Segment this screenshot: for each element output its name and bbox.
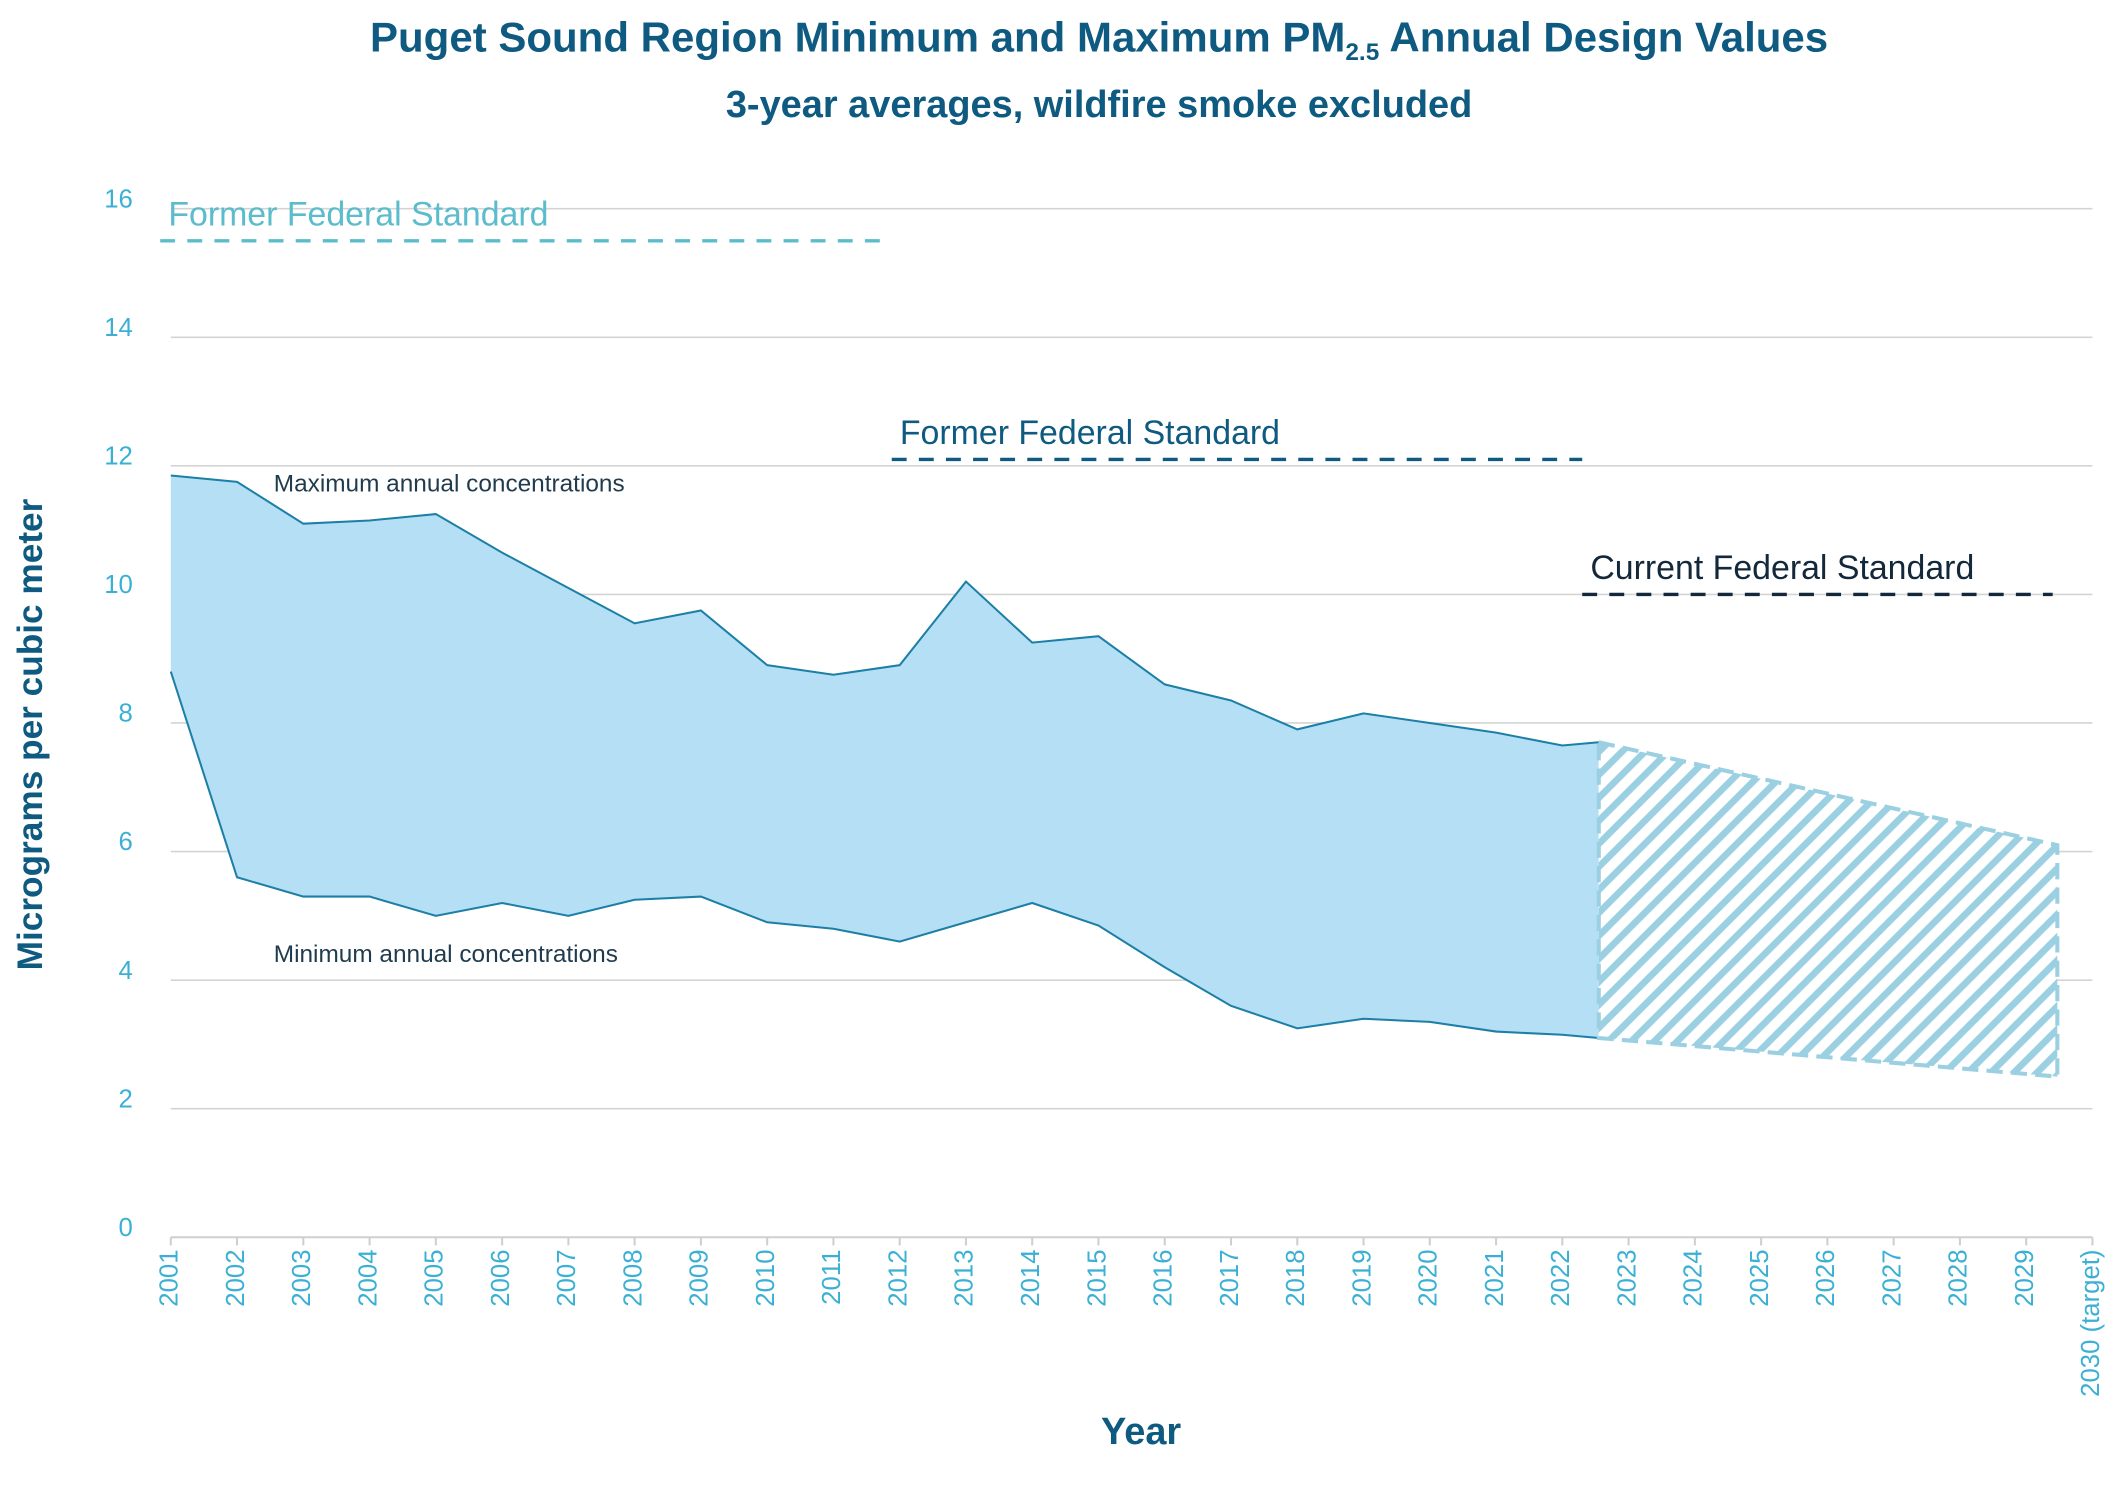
x-tick-label: 2022 xyxy=(1547,1249,1575,1306)
x-tick-label: 2015 xyxy=(1083,1249,1111,1306)
x-tick-label: 2025 xyxy=(1746,1249,1774,1306)
x-tick-label: 2024 xyxy=(1680,1249,1708,1306)
y-tick-label: 8 xyxy=(119,700,133,728)
title-subscript: 2.5 xyxy=(1345,40,1379,67)
x-tick-label: 2019 xyxy=(1348,1249,1376,1306)
x-tick-label: 2023 xyxy=(1613,1249,1641,1306)
y-tick-label: 0 xyxy=(119,1214,133,1242)
x-tick-label: 2021 xyxy=(1481,1249,1509,1306)
x-tick-label: 2028 xyxy=(1945,1249,1973,1306)
series-annotation: Maximum annual concentrations xyxy=(274,471,625,498)
x-tick-label: 2008 xyxy=(619,1249,647,1306)
title-rest: Annual Design Values xyxy=(1379,14,1828,61)
series-line xyxy=(169,671,1599,1040)
y-axis-label: Micrograms per cubic meter xyxy=(11,498,50,970)
x-tick-label: 2030 (target) xyxy=(2077,1249,2105,1396)
x-tick-label: 2014 xyxy=(1017,1249,1045,1306)
y-tick-label: 2 xyxy=(119,1085,133,1113)
x-axis-label: Year xyxy=(1101,1411,1181,1453)
y-tick-label: 12 xyxy=(104,443,133,471)
x-tick-label: 2018 xyxy=(1282,1249,1310,1306)
x-tick-label: 2004 xyxy=(354,1249,382,1306)
x-tick-label: 2002 xyxy=(222,1249,250,1306)
reference-label: Former Federal Standard xyxy=(900,414,1280,452)
x-tick-label: 2010 xyxy=(752,1249,780,1306)
x-tick-label: 2029 xyxy=(2011,1249,2039,1306)
x-tick-label: 2027 xyxy=(1878,1249,1906,1306)
y-tick-label: 4 xyxy=(119,957,133,985)
chart-title: Puget Sound Region Minimum and Maximum P… xyxy=(370,14,1828,67)
x-tick-label: 2020 xyxy=(1415,1249,1443,1306)
x-tick-label: 2026 xyxy=(1812,1249,1840,1306)
y-tick-label: 10 xyxy=(104,571,133,599)
band-area xyxy=(170,475,1599,1038)
x-tick-label: 2012 xyxy=(884,1249,912,1306)
y-tick-label: 6 xyxy=(119,828,133,856)
x-tick-label: 2006 xyxy=(487,1249,515,1306)
x-tick-label: 2009 xyxy=(686,1249,714,1306)
reference-label: Former Federal Standard xyxy=(168,195,548,233)
x-tick-label: 2001 xyxy=(156,1249,184,1306)
x-tick-label: 2007 xyxy=(553,1249,581,1306)
x-tick-label: 2003 xyxy=(288,1249,316,1306)
series-annotation: Minimum annual concentrations xyxy=(274,941,618,968)
x-tick-label: 2005 xyxy=(421,1249,449,1306)
chart-subtitle: 3-year averages, wildfire smoke excluded xyxy=(726,84,1473,126)
reference-label: Current Federal Standard xyxy=(1590,549,1974,587)
x-tick-label: 2011 xyxy=(818,1249,846,1304)
y-tick-label: 14 xyxy=(104,314,133,342)
x-tick-label: 2016 xyxy=(1150,1249,1178,1306)
title-main: Puget Sound Region Minimum and Maximum P… xyxy=(370,14,1345,61)
x-tick-label: 2013 xyxy=(951,1249,979,1306)
series-line xyxy=(170,474,1599,747)
y-tick-label: 16 xyxy=(104,185,133,213)
x-tick-label: 2017 xyxy=(1216,1249,1244,1306)
projection-area xyxy=(1596,739,2060,1079)
